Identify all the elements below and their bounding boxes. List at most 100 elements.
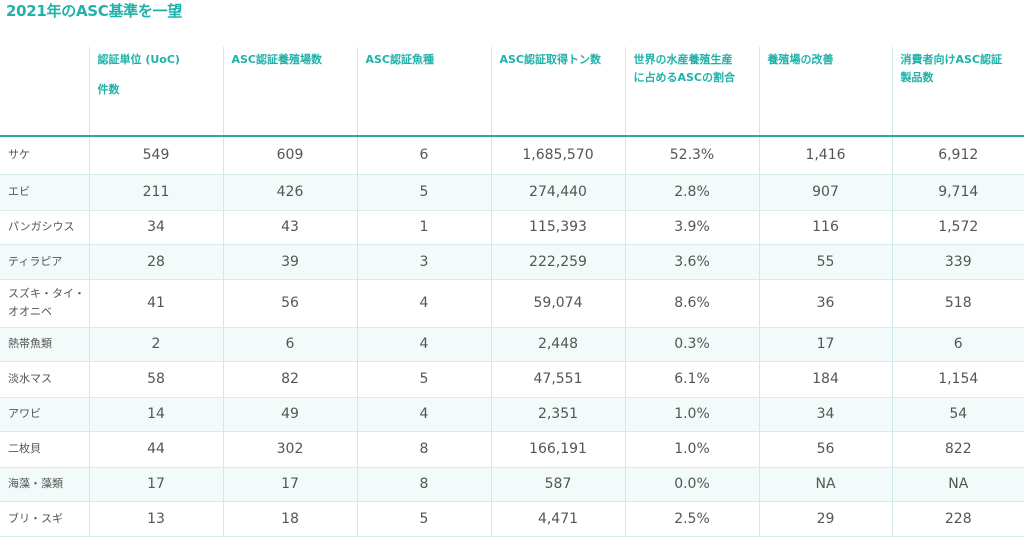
column-header-text: ASC認証養殖場数 [231, 53, 323, 66]
table-cell: 43 [222, 210, 357, 245]
table-cell: 609 [222, 136, 357, 175]
table-cell: 4 [356, 327, 491, 362]
table-cell: 115,393 [490, 210, 625, 245]
table-row: 淡水マス 58 82 5 47,551 6.1% 184 1,154 [0, 361, 1024, 398]
table-cell: 44 [88, 431, 223, 468]
table-cell: 14 [88, 397, 223, 432]
column-header-text: 製品数 [900, 71, 934, 84]
table-cell: 2 [88, 327, 223, 362]
species-label: スズキ・タイ・ オオニベ [0, 279, 89, 328]
table-cell: 3.9% [624, 210, 759, 245]
table-cell: 17 [88, 467, 223, 502]
table-cell: 6.1% [624, 361, 759, 398]
species-label: 熱帯魚類 [0, 327, 89, 362]
species-label: 二枚貝 [0, 431, 89, 468]
table-row: 二枚貝 44 302 8 166,191 1.0% 56 822 [0, 431, 1024, 468]
table-cell: 55 [758, 244, 892, 280]
species-label: エビ [0, 174, 89, 211]
table-cell: 34 [88, 210, 223, 245]
column-header-text: 件数 [97, 83, 120, 96]
column-header: ASC認証魚種 [356, 47, 491, 137]
table-cell: 3.6% [624, 244, 759, 280]
asc-standards-table: 認証単位 (UoC) 件数 ASC認証養殖場数 ASC認証魚種 ASC認証取得トン数 世界… [0, 47, 1024, 537]
species-label: ブリ・スギ [0, 501, 89, 537]
column-header-text: ASC認証取得トン数 [499, 53, 602, 66]
table-cell: 82 [222, 361, 357, 398]
species-label-text: パンガシウス [8, 220, 75, 233]
species-label-text: エビ [8, 185, 30, 198]
table-cell: 8 [356, 467, 491, 502]
column-header-text: に占めるASCの割合 [633, 71, 736, 84]
table-cell: 166,191 [490, 431, 625, 468]
species-label: 海藻・藻類 [0, 467, 89, 502]
species-label: アワビ [0, 397, 89, 432]
page-title: 2021年のASC基準を一望 [6, 2, 182, 20]
table-cell: 1 [356, 210, 491, 245]
table-cell: 9,714 [891, 174, 1024, 211]
table-cell: 3 [356, 244, 491, 280]
table-row: 海藻・藻類 17 17 8 587 0.0% NA NA [0, 467, 1024, 502]
table-cell: 1,685,570 [490, 136, 625, 175]
column-header: 消費者向けASC認証 製品数 [891, 47, 1024, 137]
species-label: ティラピア [0, 244, 89, 280]
table-cell: 5 [356, 501, 491, 537]
table-row: ブリ・スギ 13 18 5 4,471 2.5% 29 228 [0, 501, 1024, 537]
table-row: エビ 211 426 5 274,440 2.8% 907 9,714 [0, 174, 1024, 211]
table-cell: 39 [222, 244, 357, 280]
species-label-text: サケ [8, 148, 30, 162]
table-cell: 1.0% [624, 431, 759, 468]
table-cell: 1,572 [891, 210, 1024, 245]
table-cell: 211 [88, 174, 223, 211]
species-label-text: オオニベ [8, 305, 52, 318]
table-cell: 47,551 [490, 361, 625, 398]
table-cell: 4 [356, 279, 491, 328]
table-cell: 1,416 [758, 136, 892, 175]
table-cell: 54 [891, 397, 1024, 432]
species-label-text: 海藻・藻類 [8, 477, 63, 490]
species-label: パンガシウス [0, 210, 89, 245]
table-header-row: 認証単位 (UoC) 件数 ASC認証養殖場数 ASC認証魚種 ASC認証取得トン数 世界… [0, 47, 1024, 137]
table-cell: 52.3% [624, 136, 759, 175]
table-cell: 6 [222, 327, 357, 362]
table-cell: 6 [356, 136, 491, 175]
table-cell: 1,154 [891, 361, 1024, 398]
column-header-text: 消費者向けASC認証 [900, 53, 1003, 66]
table-cell: 6 [891, 327, 1024, 362]
column-header: ASC認証取得トン数 [490, 47, 625, 137]
table-cell: 222,259 [490, 244, 625, 280]
table-cell: 8 [356, 431, 491, 468]
column-header: 世界の水産養殖生産 に占めるASCの割合 [624, 47, 759, 137]
table-row: スズキ・タイ・ オオニベ 41 56 4 59,074 8.6% 36 518 [0, 279, 1024, 328]
table-cell: 0.3% [624, 327, 759, 362]
table-cell: 49 [222, 397, 357, 432]
species-label-text: 二枚貝 [8, 442, 41, 455]
table-cell: 0.0% [624, 467, 759, 502]
table-cell: 822 [891, 431, 1024, 468]
table-cell: 184 [758, 361, 892, 398]
table-cell: 2,448 [490, 327, 625, 362]
table-cell: 17 [758, 327, 892, 362]
table-cell: 4 [356, 397, 491, 432]
column-header: ASC認証養殖場数 [222, 47, 357, 137]
table-cell: NA [891, 467, 1024, 502]
table-cell: 587 [490, 467, 625, 502]
species-label-text: ブリ・スギ [8, 511, 63, 525]
table-cell: 1.0% [624, 397, 759, 432]
column-header-text: 認証単位 (UoC) [97, 53, 180, 66]
table-body: サケ 549 609 6 1,685,570 52.3% 1,416 6,912 エビ 211 42… [0, 136, 1024, 537]
column-header: 養殖場の改善 [758, 47, 892, 137]
table-cell: 2,351 [490, 397, 625, 432]
table-row: ティラピア 28 39 3 222,259 3.6% 55 339 [0, 244, 1024, 280]
column-header-text: 養殖場の改善 [767, 53, 834, 66]
table-cell: 302 [222, 431, 357, 468]
table-cell: 2.5% [624, 501, 759, 537]
table-cell: NA [758, 467, 892, 502]
table-cell: 549 [88, 136, 223, 175]
column-header-text: ASC認証魚種 [365, 53, 435, 66]
table-cell: 29 [758, 501, 892, 537]
table-cell: 2.8% [624, 174, 759, 211]
species-label-text: ティラピア [8, 254, 63, 268]
species-label-text: スズキ・タイ・ [8, 287, 85, 300]
table-cell: 907 [758, 174, 892, 211]
table-row: サケ 549 609 6 1,685,570 52.3% 1,416 6,912 [0, 136, 1024, 175]
